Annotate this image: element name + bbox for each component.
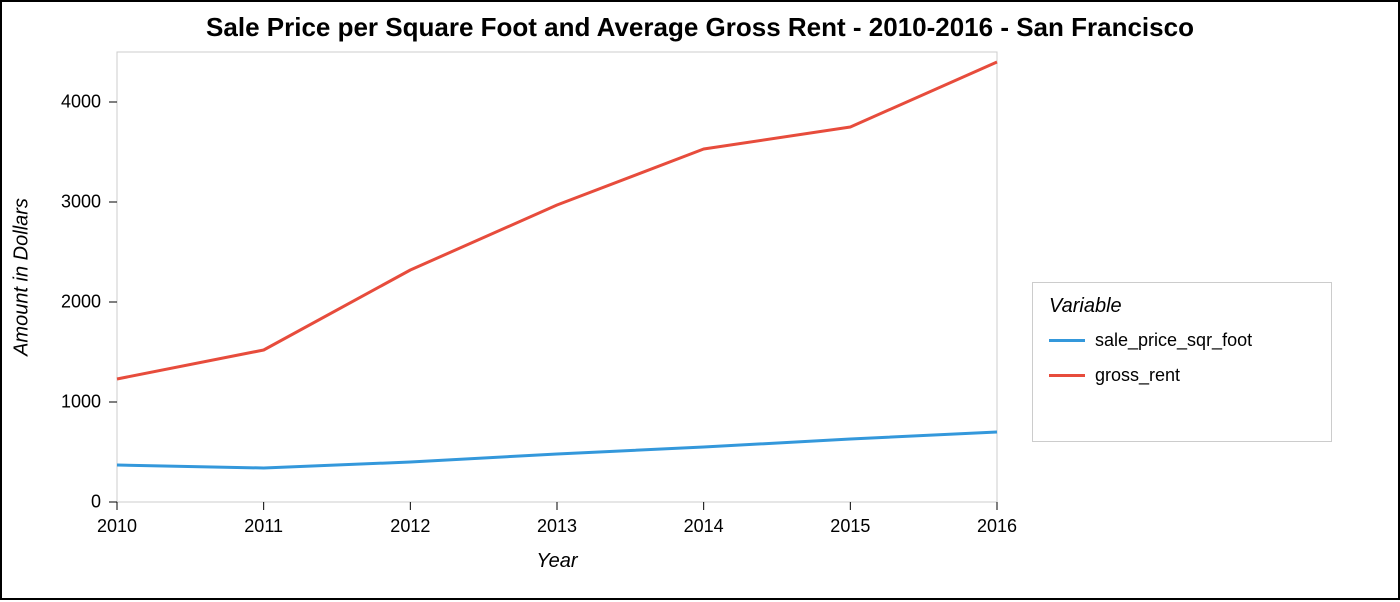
x-tick-label: 2015	[830, 516, 870, 537]
x-tick-label: 2016	[977, 516, 1017, 537]
series-line-gross_rent	[117, 62, 997, 379]
legend-item-sale_price_sqr_foot: sale_price_sqr_foot	[1049, 330, 1315, 351]
x-axis-label: Year	[536, 550, 577, 573]
x-tick-label: 2013	[537, 516, 577, 537]
y-tick-label: 1000	[61, 392, 101, 413]
legend-items: sale_price_sqr_foot gross_rent	[1049, 330, 1315, 386]
legend-item-gross_rent: gross_rent	[1049, 365, 1315, 386]
x-tick-label: 2012	[390, 516, 430, 537]
y-tick-label: 4000	[61, 92, 101, 113]
x-tick-label: 2010	[97, 516, 137, 537]
x-tick-label: 2014	[684, 516, 724, 537]
x-tick-label: 2011	[244, 516, 283, 537]
y-tick-label: 2000	[61, 292, 101, 313]
series-line-sale_price_sqr_foot	[117, 432, 997, 468]
legend-title: Variable	[1049, 295, 1315, 318]
y-axis-label: Amount in Dollars	[11, 198, 34, 356]
chart-frame: Sale Price per Square Foot and Average G…	[0, 0, 1400, 600]
legend-label: sale_price_sqr_foot	[1095, 330, 1252, 351]
y-tick-label: 3000	[61, 192, 101, 213]
legend: Variable sale_price_sqr_foot gross_rent	[1032, 282, 1332, 442]
y-tick-label: 0	[91, 492, 101, 513]
legend-swatch	[1049, 374, 1085, 377]
legend-label: gross_rent	[1095, 365, 1180, 386]
legend-swatch	[1049, 339, 1085, 342]
